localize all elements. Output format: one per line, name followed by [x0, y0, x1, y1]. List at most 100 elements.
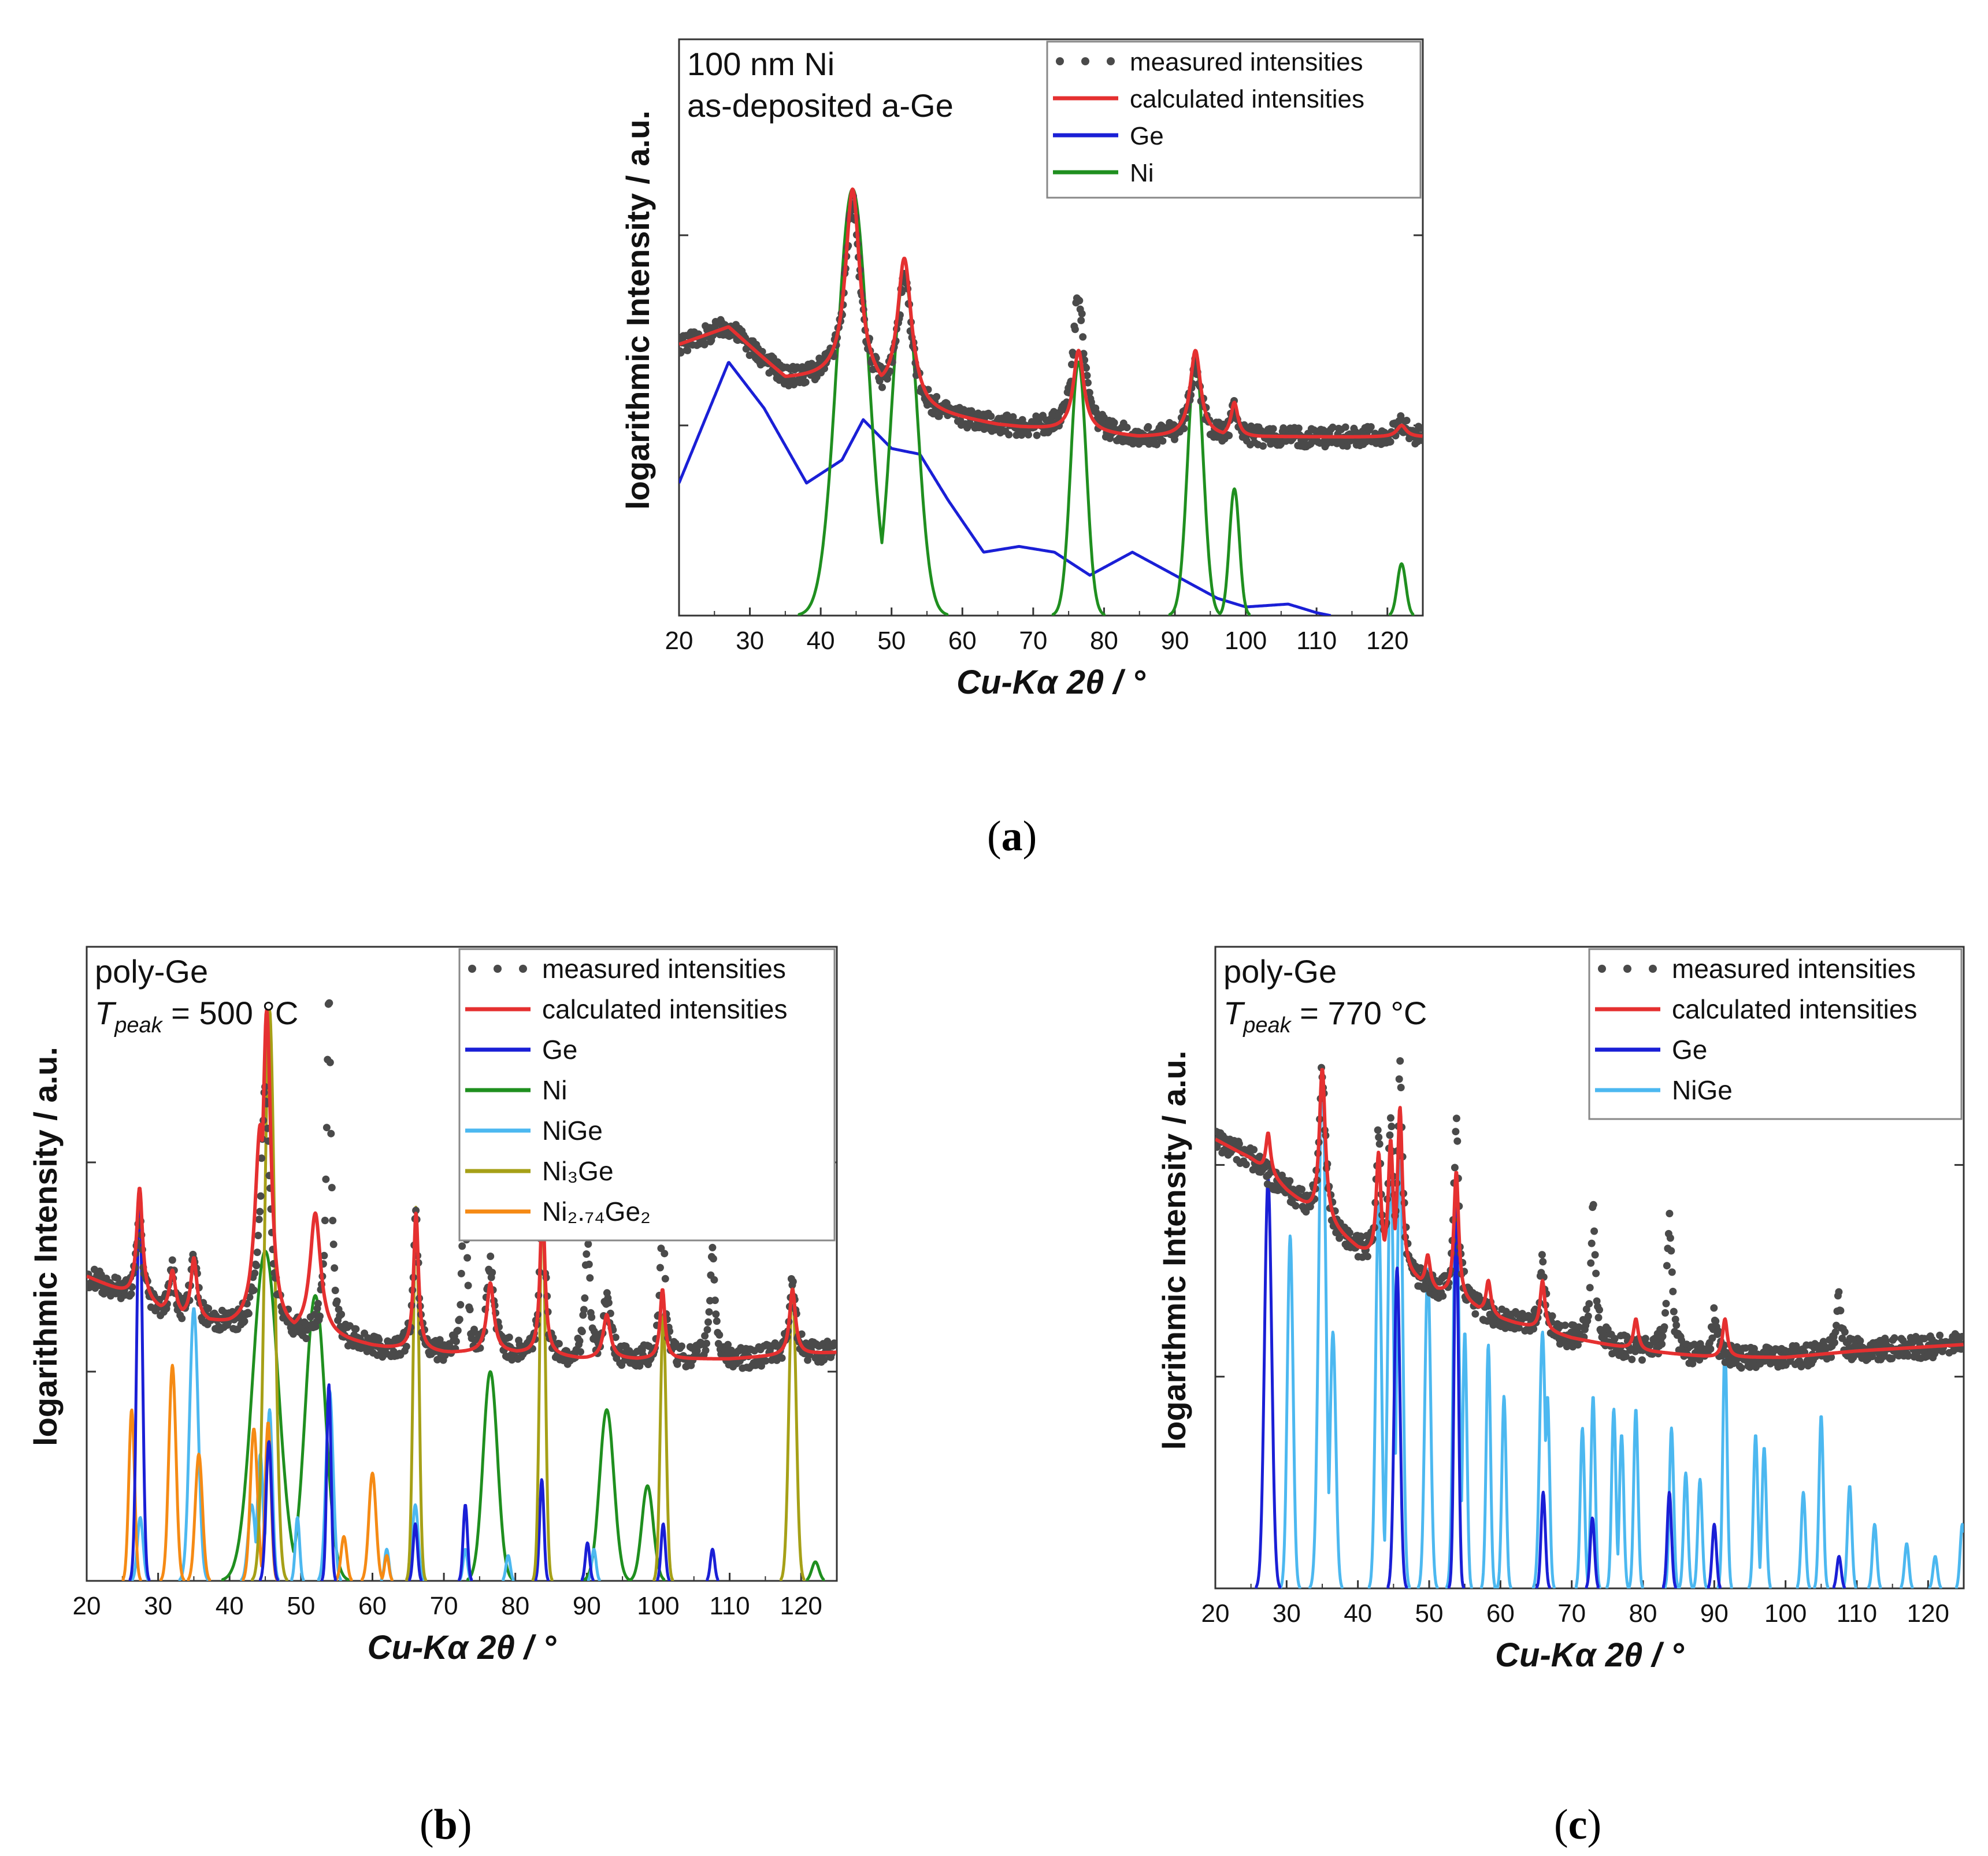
caption-c: (c) [1554, 1801, 1602, 1848]
measured-point [1539, 1258, 1547, 1266]
measured-point [1868, 1353, 1876, 1361]
measured-point [470, 1325, 478, 1333]
measured-point [1831, 1328, 1839, 1336]
measured-point [702, 1346, 710, 1354]
measured-point [322, 1124, 331, 1132]
y-axis-label: logarithmic Intensity / a.u. [620, 110, 656, 510]
measured-point [580, 1306, 588, 1314]
measured-point [1641, 1335, 1649, 1343]
measured-point [1659, 1332, 1667, 1340]
measured-point [1596, 1306, 1603, 1314]
measured-point [1336, 1234, 1344, 1242]
measured-point [457, 1301, 465, 1309]
measured-point [1083, 372, 1091, 380]
measured-point [1071, 325, 1079, 334]
measured-point [1611, 1335, 1619, 1343]
legend-label-Ge: Ge [542, 1035, 577, 1065]
series-Ni-line [798, 187, 1415, 616]
measured-point [1587, 1259, 1595, 1267]
measured-point [205, 1305, 213, 1313]
measured-point [1077, 316, 1085, 324]
measured-point [711, 1296, 719, 1305]
chart-panel-b: 20 30 40 50 60 70 80 90 100 110 120 Cu-Kα 2θ / ° log… [27, 946, 838, 1666]
series-Ge-line [128, 1188, 719, 1581]
measured-point [1452, 1114, 1460, 1123]
measured-point [586, 1274, 594, 1282]
measured-point [433, 1355, 442, 1364]
measured-point [1515, 1324, 1523, 1332]
x-tick-label: 110 [1296, 627, 1337, 655]
measured-point [1005, 431, 1013, 439]
series-calculated-line [679, 187, 1423, 439]
measured-point [375, 1336, 383, 1344]
measured-point [1671, 1316, 1679, 1324]
measured-point [1341, 423, 1349, 431]
plot-frame [86, 946, 838, 1582]
measured-point [611, 1333, 620, 1342]
measured-point [1548, 1312, 1556, 1320]
measured-point [168, 1256, 176, 1264]
series-calculated-line [1215, 1068, 1964, 1359]
measured-point [933, 392, 941, 401]
measured-point [240, 1317, 248, 1325]
measured-point [577, 1348, 584, 1356]
measured-point [1575, 1323, 1583, 1331]
measured-point [583, 1250, 591, 1258]
measured-point [1660, 1323, 1668, 1331]
measured-point [314, 1299, 322, 1307]
measured-point [820, 1356, 828, 1364]
measured-point [1092, 409, 1100, 417]
measured-point [656, 1264, 664, 1272]
legend: measured intensities calculated intensiti… [1588, 948, 1963, 1120]
series-measured-dots [679, 192, 1423, 451]
measured-point [1827, 1353, 1835, 1361]
measured-point [1110, 418, 1118, 427]
legend-swatch-measured [1649, 965, 1657, 973]
x-tick-label: 70 [1019, 627, 1047, 655]
x-tick-label: 60 [948, 627, 977, 655]
x-tick-label: 40 [216, 1592, 244, 1620]
measured-point [327, 1129, 335, 1138]
measured-point [1078, 310, 1086, 318]
measured-point [1712, 1317, 1720, 1325]
measured-point [331, 1264, 339, 1272]
measured-point [1085, 388, 1093, 397]
legend-swatch-measured [1598, 965, 1606, 973]
measured-point [256, 1207, 264, 1216]
legend-label-measured: measured intensities [542, 954, 786, 984]
measured-point [454, 1327, 462, 1335]
sample-title-line-2: as-deposited a-Ge [687, 87, 954, 124]
measured-point [709, 1255, 717, 1263]
x-tick-label: 50 [1415, 1599, 1444, 1628]
caption-b: (b) [420, 1801, 472, 1848]
measured-point [1068, 361, 1075, 368]
measured-point [802, 378, 810, 386]
measured-point [290, 1330, 297, 1338]
measured-point [253, 1249, 261, 1257]
measured-point [1663, 1262, 1671, 1270]
y-axis-label: logarithmic Intensity / a.u. [1156, 1051, 1192, 1450]
legend-label-calculated: calculated intensities [1130, 85, 1364, 113]
measured-point [1225, 432, 1233, 439]
measured-point [576, 1337, 584, 1345]
measured-point [328, 1184, 336, 1192]
measured-point [1471, 1310, 1479, 1318]
x-tick-label: 20 [1201, 1599, 1230, 1628]
measured-point [1159, 437, 1167, 445]
measured-point [487, 1253, 495, 1260]
measured-point [824, 1338, 832, 1346]
measured-point [412, 1206, 420, 1214]
measured-point [1374, 1126, 1382, 1134]
measured-point [1584, 1312, 1592, 1320]
measured-point [1396, 1057, 1404, 1065]
x-tick-label: 60 [1486, 1599, 1515, 1628]
legend-label-NiGe: NiGe [542, 1116, 603, 1146]
measured-point [1835, 1288, 1843, 1296]
measured-point [1388, 1123, 1396, 1131]
x-tick-label: 30 [144, 1592, 172, 1620]
measured-point [588, 1313, 596, 1321]
measured-point [316, 1312, 324, 1320]
x-tick-label: 30 [736, 627, 764, 655]
legend-label-Ge: Ge [1130, 122, 1164, 150]
measured-point [1732, 1357, 1740, 1365]
